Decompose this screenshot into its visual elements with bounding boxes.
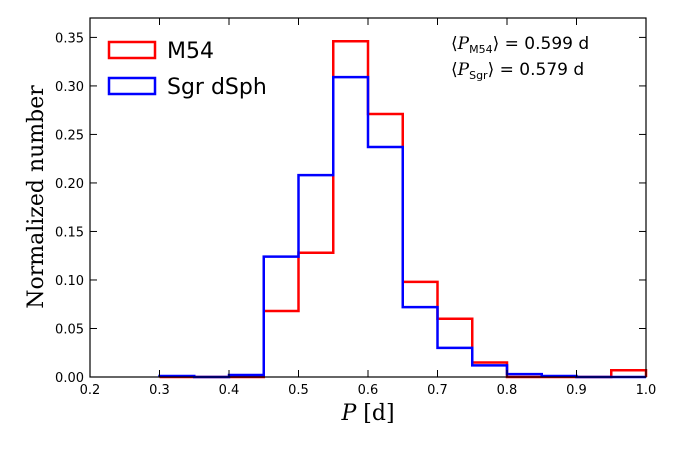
x-tick-label: 0.3 [149,383,170,398]
x-tick-label: 0.2 [80,383,101,398]
legend-label-sgr: Sgr dSph [167,75,267,100]
annotation-sgr-value: = 0.579 d [500,60,585,80]
annotation-sgr-symbol: P [457,60,470,80]
y-tick-label: 0.10 [55,274,84,289]
y-tick-label: 0.15 [55,225,84,240]
annotation-m54-value: = 0.599 d [505,34,590,54]
x-axis-symbol: P [340,401,357,426]
x-tick-label: 0.8 [497,383,518,398]
y-tick-label: 0.25 [55,128,84,143]
y-tick-label: 0.00 [55,371,84,386]
legend-swatch-sgr [107,76,157,96]
y-tick-label: 0.35 [55,31,84,46]
y-tick-label: 0.20 [55,177,84,192]
annotation-m54-subscript: M54 [469,43,493,56]
x-tick-label: 0.4 [219,383,240,398]
x-tick-label: 0.9 [566,383,587,398]
y-axis-label: Normalized number [24,85,49,309]
x-axis-label: P [d] [340,401,394,426]
legend-label-m54: M54 [167,39,214,64]
x-tick-label: 0.5 [288,383,309,398]
x-axis-unit: [d] [363,401,394,426]
annotation-m54-symbol: P [457,34,470,54]
x-tick-label: 0.6 [358,383,379,398]
y-tick-label: 0.05 [55,322,84,337]
legend: M54 Sgr dSph [107,39,267,100]
y-tick-label: 0.30 [55,80,84,95]
x-tick-label: 1.0 [636,383,657,398]
legend-swatch-m54 [107,40,157,60]
x-tick-label: 0.7 [427,383,448,398]
x-axis: 0.2 0.3 0.4 0.5 0.6 0.7 0.8 0.9 1.0 [80,18,657,398]
annotation-sgr-subscript: Sgr [469,69,488,82]
y-axis: 0.00 0.05 0.10 0.15 0.20 0.25 0.30 0.35 [55,31,646,386]
